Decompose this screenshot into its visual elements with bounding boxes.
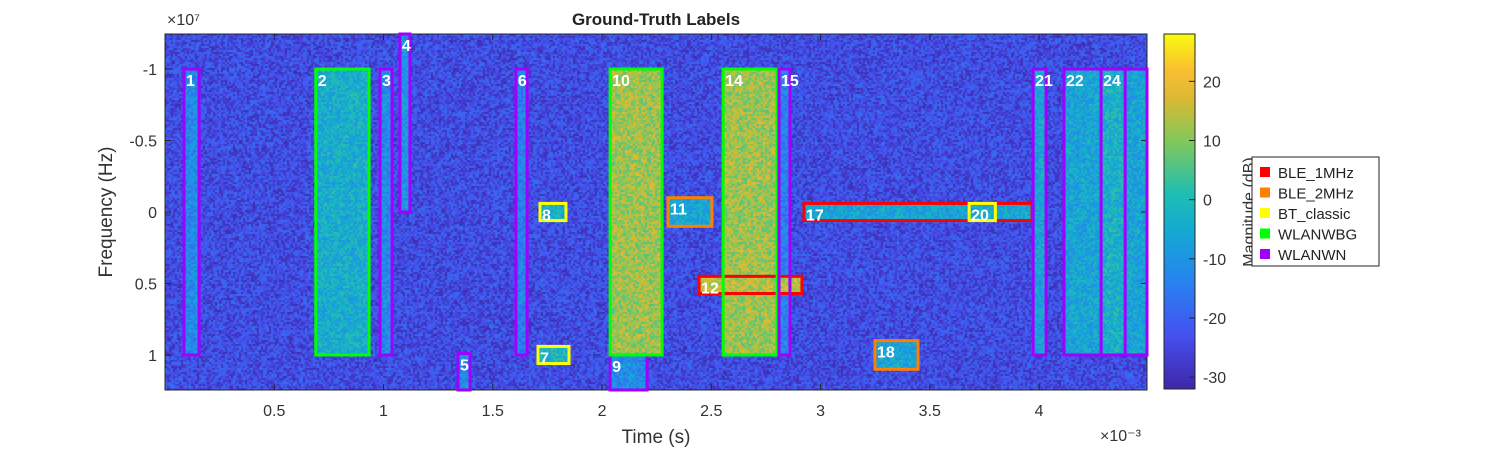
legend-label: WLANWBG — [1278, 227, 1357, 244]
bounding-box — [316, 69, 369, 355]
x-tick-label: 2 — [598, 403, 607, 420]
box-label: 5 — [460, 358, 469, 375]
box-label: 12 — [701, 280, 719, 297]
label-box-12: 12 — [699, 276, 802, 297]
box-label: 17 — [806, 207, 824, 224]
x-tick-label: 1 — [379, 403, 388, 420]
colorbar-tick-label: 10 — [1203, 134, 1221, 151]
box-label: 20 — [971, 207, 989, 224]
bounding-box — [184, 69, 199, 355]
x-exponent: ×10⁻³ — [1100, 428, 1142, 445]
legend-label: WLANWN — [1278, 247, 1346, 264]
box-label: 7 — [540, 350, 549, 367]
box-label: 3 — [382, 73, 391, 90]
bounding-box — [610, 69, 662, 355]
box-label: 21 — [1035, 73, 1053, 90]
x-tick-label: 0.5 — [263, 403, 285, 420]
legend: BLE_1MHz BLE_2MHz BT_classic WLANWBG WLANWN — [1252, 157, 1379, 266]
label-box-18: 18 — [875, 341, 918, 370]
legend-swatch — [1260, 167, 1270, 177]
label-box-24: 24 — [1101, 69, 1125, 355]
colorbar-tick-label: -10 — [1203, 252, 1226, 269]
figure: Ground-Truth Labels Time (s) Frequency (… — [0, 0, 1500, 450]
legend-swatch — [1260, 229, 1270, 239]
label-box-21: 21 — [1033, 69, 1053, 355]
box-label: 9 — [612, 359, 621, 376]
plot-frame — [165, 34, 1147, 390]
box-label: 1 — [186, 73, 195, 90]
bounding-box — [1064, 69, 1147, 355]
legend-swatch — [1260, 208, 1270, 218]
bounding-box — [804, 203, 1032, 220]
label-box-20: 20 — [969, 203, 995, 224]
colorbar-tick-label: -20 — [1203, 311, 1226, 328]
bounding-box — [723, 69, 777, 355]
box-label: 8 — [542, 207, 551, 224]
box-label: 6 — [518, 73, 527, 90]
y-exponent: ×10⁷ — [167, 12, 200, 29]
x-tick-label: 2.5 — [700, 403, 722, 420]
x-tick-label: 3 — [816, 403, 825, 420]
label-box-11: 11 — [668, 198, 712, 227]
label-box-22: 22 — [1064, 69, 1147, 355]
y-tick-label: -0.5 — [129, 134, 157, 151]
label-box-8: 8 — [540, 203, 566, 224]
y-tick-label: 0 — [148, 205, 157, 222]
box-label: 4 — [402, 38, 411, 55]
x-tick-label: 1.5 — [482, 403, 504, 420]
label-box-4: 4 — [400, 34, 411, 212]
legend-swatch — [1260, 249, 1270, 259]
bounding-box — [516, 69, 527, 355]
bounding-box — [380, 69, 392, 355]
box-label: 10 — [612, 73, 630, 90]
label-box-15: 15 — [779, 69, 799, 355]
label-box-7: 7 — [538, 346, 569, 367]
x-tick-label: 3.5 — [919, 403, 941, 420]
label-box-1: 1 — [184, 69, 199, 355]
label-box-6: 6 — [516, 69, 527, 355]
label-box-17: 17 — [804, 203, 1032, 224]
y-tick-label: 1 — [148, 348, 157, 365]
box-label: 22 — [1066, 73, 1084, 90]
legend-label: BT_classic — [1278, 206, 1351, 223]
box-label: 18 — [877, 345, 895, 362]
y-tick-label: 0.5 — [135, 276, 157, 293]
bounding-box — [400, 34, 410, 212]
legend-swatch — [1260, 188, 1270, 198]
box-label: 2 — [318, 73, 327, 90]
label-box-2: 2 — [316, 69, 369, 355]
label-box-9: 9 — [610, 355, 647, 390]
bounding-box — [1033, 69, 1046, 355]
label-box-14: 14 — [723, 69, 777, 355]
y-axis-label: Frequency (Hz) — [96, 147, 117, 278]
box-label: 14 — [725, 73, 743, 90]
x-tick-label: 4 — [1035, 403, 1044, 420]
box-label: 11 — [670, 202, 687, 219]
label-box-10: 10 — [610, 69, 662, 355]
label-box-5: 5 — [458, 354, 470, 390]
colorbar-frame — [1164, 34, 1195, 389]
label-box-3: 3 — [380, 69, 392, 355]
box-label: 15 — [781, 73, 799, 90]
x-axis-label: Time (s) — [622, 427, 691, 448]
legend-label: BLE_1MHz — [1278, 165, 1354, 182]
colorbar-tick-label: -30 — [1203, 370, 1226, 387]
colorbar-tick-label: 20 — [1203, 74, 1221, 91]
chart-overlay: Ground-Truth Labels Time (s) Frequency (… — [0, 0, 1500, 450]
bounding-box — [779, 69, 790, 355]
colorbar-tick-label: 0 — [1203, 193, 1212, 210]
bounding-box — [1101, 69, 1125, 355]
chart-title: Ground-Truth Labels — [572, 10, 740, 29]
legend-label: BLE_2MHz — [1278, 186, 1354, 203]
box-label: 24 — [1103, 73, 1121, 90]
y-tick-label: -1 — [143, 62, 157, 79]
